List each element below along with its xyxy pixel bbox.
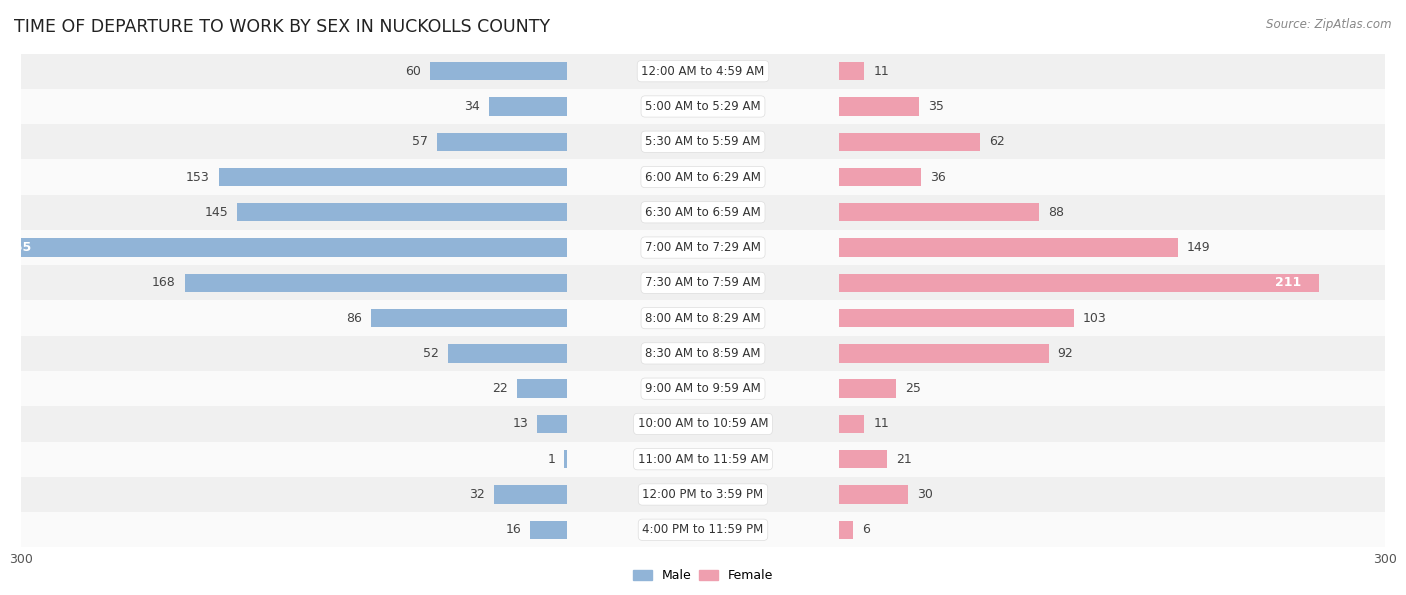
Text: 60: 60 [405, 65, 422, 78]
Text: 255: 255 [6, 241, 31, 254]
Bar [516, 380, 567, 398]
Bar [21, 54, 1385, 89]
Text: 5:00 AM to 5:29 AM: 5:00 AM to 5:29 AM [645, 100, 761, 113]
Text: 168: 168 [152, 276, 176, 289]
Text: 25: 25 [905, 382, 921, 395]
Text: 36: 36 [931, 171, 946, 183]
Bar [21, 230, 1385, 265]
Text: 11:00 AM to 11:59 AM: 11:00 AM to 11:59 AM [638, 453, 768, 466]
Text: 211: 211 [1275, 276, 1301, 289]
Bar [839, 274, 1319, 292]
Bar [21, 512, 1385, 547]
Text: 149: 149 [1187, 241, 1211, 254]
Text: 4:00 PM to 11:59 PM: 4:00 PM to 11:59 PM [643, 523, 763, 536]
Bar [839, 168, 921, 186]
Bar [0, 239, 567, 256]
Text: 62: 62 [990, 135, 1005, 148]
Bar [839, 133, 980, 151]
Bar [21, 300, 1385, 336]
Text: 16: 16 [505, 523, 522, 536]
Bar [839, 521, 853, 539]
Text: 8:30 AM to 8:59 AM: 8:30 AM to 8:59 AM [645, 347, 761, 360]
Bar [839, 239, 1178, 256]
Text: 6:30 AM to 6:59 AM: 6:30 AM to 6:59 AM [645, 206, 761, 219]
Text: 6:00 AM to 6:29 AM: 6:00 AM to 6:29 AM [645, 171, 761, 183]
Text: 7:00 AM to 7:29 AM: 7:00 AM to 7:29 AM [645, 241, 761, 254]
Text: 12:00 AM to 4:59 AM: 12:00 AM to 4:59 AM [641, 65, 765, 78]
Bar [564, 450, 567, 468]
Bar [537, 415, 567, 433]
Bar [839, 345, 1049, 362]
Text: 34: 34 [464, 100, 481, 113]
Bar [21, 406, 1385, 441]
Bar [839, 486, 908, 503]
Bar [839, 415, 865, 433]
Bar [21, 265, 1385, 300]
Bar [21, 441, 1385, 477]
Text: 8:00 AM to 8:29 AM: 8:00 AM to 8:29 AM [645, 312, 761, 325]
Bar [839, 380, 896, 398]
Bar [21, 477, 1385, 512]
Text: 145: 145 [204, 206, 228, 219]
Text: 103: 103 [1083, 312, 1107, 325]
Bar [21, 195, 1385, 230]
Bar [219, 168, 567, 186]
Text: 32: 32 [470, 488, 485, 501]
Text: 7:30 AM to 7:59 AM: 7:30 AM to 7:59 AM [645, 276, 761, 289]
Text: 6: 6 [862, 523, 870, 536]
Text: TIME OF DEPARTURE TO WORK BY SEX IN NUCKOLLS COUNTY: TIME OF DEPARTURE TO WORK BY SEX IN NUCK… [14, 18, 550, 36]
Text: 11: 11 [873, 65, 889, 78]
Bar [839, 309, 1074, 327]
Bar [839, 450, 887, 468]
Text: 5:30 AM to 5:59 AM: 5:30 AM to 5:59 AM [645, 135, 761, 148]
Bar [21, 371, 1385, 406]
Bar [371, 309, 567, 327]
Bar [449, 345, 567, 362]
Bar [494, 486, 567, 503]
Bar [21, 124, 1385, 159]
Bar [530, 521, 567, 539]
Text: 22: 22 [492, 382, 508, 395]
Text: 12:00 PM to 3:59 PM: 12:00 PM to 3:59 PM [643, 488, 763, 501]
Text: 9:00 AM to 9:59 AM: 9:00 AM to 9:59 AM [645, 382, 761, 395]
Bar [21, 159, 1385, 195]
Bar [430, 62, 567, 80]
Text: 30: 30 [917, 488, 932, 501]
Bar [437, 133, 567, 151]
Bar [238, 203, 567, 221]
Bar [839, 203, 1039, 221]
Text: 86: 86 [346, 312, 363, 325]
Text: 57: 57 [412, 135, 427, 148]
Legend: Male, Female: Male, Female [630, 565, 776, 585]
Bar [21, 89, 1385, 124]
Text: 1: 1 [547, 453, 555, 466]
Text: 11: 11 [873, 418, 889, 430]
Text: Source: ZipAtlas.com: Source: ZipAtlas.com [1267, 18, 1392, 31]
Text: 13: 13 [512, 418, 529, 430]
Bar [489, 98, 567, 115]
Text: 35: 35 [928, 100, 943, 113]
Text: 88: 88 [1049, 206, 1064, 219]
Bar [839, 62, 865, 80]
Bar [839, 98, 920, 115]
Text: 21: 21 [896, 453, 912, 466]
Bar [21, 336, 1385, 371]
Text: 153: 153 [186, 171, 209, 183]
Text: 10:00 AM to 10:59 AM: 10:00 AM to 10:59 AM [638, 418, 768, 430]
Bar [184, 274, 567, 292]
Text: 92: 92 [1057, 347, 1073, 360]
Text: 52: 52 [423, 347, 439, 360]
